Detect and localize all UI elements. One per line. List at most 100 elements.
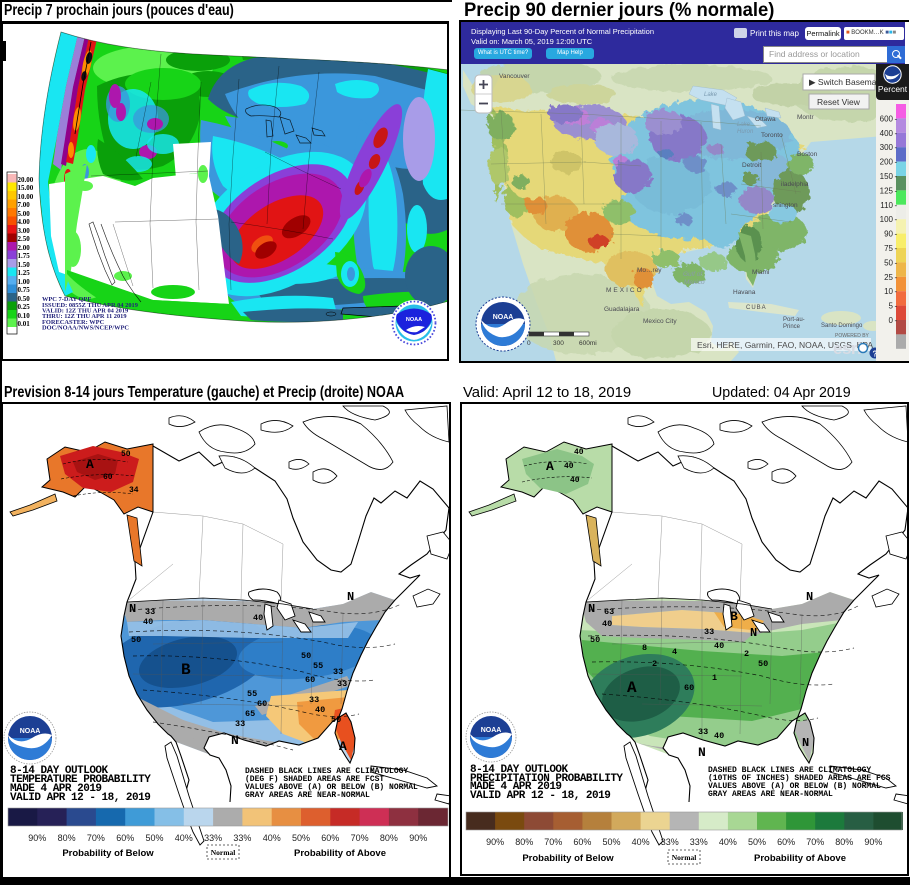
svg-text:33%: 33% bbox=[204, 833, 222, 843]
svg-text:60: 60 bbox=[305, 675, 315, 685]
svg-text:40%: 40% bbox=[175, 833, 193, 843]
svg-text:Miami: Miami bbox=[752, 269, 769, 276]
svg-text:Probability of Below: Probability of Below bbox=[62, 848, 154, 859]
svg-text:CUBA: CUBA bbox=[746, 305, 767, 311]
svg-text:DASHED BLACK LINES ARE CLIMATO: DASHED BLACK LINES ARE CLIMATOLOGY bbox=[708, 766, 871, 775]
svg-text:MADE 4 APR 2019: MADE 4 APR 2019 bbox=[10, 783, 102, 795]
svg-text:-: - bbox=[895, 273, 898, 282]
svg-text:2.00: 2.00 bbox=[18, 244, 31, 252]
svg-text:N: N bbox=[806, 590, 813, 604]
svg-text:5: 5 bbox=[889, 302, 894, 311]
svg-text:GRAY AREAS ARE NEAR-NORMAL: GRAY AREAS ARE NEAR-NORMAL bbox=[708, 790, 833, 799]
svg-text:300: 300 bbox=[880, 143, 894, 152]
svg-text:40: 40 bbox=[564, 462, 574, 471]
svg-text:33: 33 bbox=[337, 679, 347, 689]
svg-text:(DEG F) SHADED AREAS ARE FCST: (DEG F) SHADED AREAS ARE FCST bbox=[245, 775, 384, 784]
svg-text:80%: 80% bbox=[58, 833, 76, 843]
svg-text:8-14 DAY OUTLOOK: 8-14 DAY OUTLOOK bbox=[10, 765, 109, 777]
svg-text:40: 40 bbox=[143, 617, 153, 627]
svg-text:VALUES ABOVE (A) OR BELOW (B): VALUES ABOVE (A) OR BELOW (B) NORMAL bbox=[708, 782, 881, 791]
svg-text:WPC 7-DAY QPF: WPC 7-DAY QPF bbox=[42, 296, 91, 303]
svg-text:-: - bbox=[895, 215, 898, 224]
svg-text:0.01: 0.01 bbox=[18, 320, 31, 328]
svg-text:N: N bbox=[802, 736, 809, 750]
svg-text:50%: 50% bbox=[145, 833, 163, 843]
svg-text:-: - bbox=[895, 302, 898, 311]
svg-text:VALID: 12Z THU APR 04 2019: VALID: 12Z THU APR 04 2019 bbox=[42, 308, 128, 315]
svg-text:Mexico City: Mexico City bbox=[643, 318, 677, 325]
svg-text:Probability of Above: Probability of Above bbox=[294, 848, 386, 859]
svg-text:POWERED BY: POWERED BY bbox=[835, 333, 870, 339]
svg-text:0.75: 0.75 bbox=[18, 286, 31, 294]
svg-text:A: A bbox=[546, 459, 554, 474]
svg-text:25: 25 bbox=[884, 273, 893, 282]
svg-text:A: A bbox=[627, 679, 637, 697]
svg-text:esri: esri bbox=[833, 339, 861, 358]
svg-text:80%: 80% bbox=[515, 837, 533, 847]
svg-text:NOAA: NOAA bbox=[20, 728, 41, 735]
svg-text:VALID APR 12 - 18, 2019: VALID APR 12 - 18, 2019 bbox=[10, 792, 150, 804]
svg-text:DOC/NOAA/NWS/NCEP/WPC: DOC/NOAA/NWS/NCEP/WPC bbox=[42, 324, 129, 331]
svg-text:50%: 50% bbox=[292, 833, 310, 843]
svg-text:10.00: 10.00 bbox=[18, 193, 34, 201]
svg-text:Port-au-: Port-au- bbox=[783, 317, 805, 323]
svg-text:3.00: 3.00 bbox=[18, 227, 31, 235]
svg-text:50: 50 bbox=[331, 715, 341, 725]
svg-text:33%: 33% bbox=[690, 837, 708, 847]
svg-text:NOAA: NOAA bbox=[481, 727, 502, 734]
svg-text:100: 100 bbox=[880, 215, 894, 224]
svg-text:Mexico: Mexico bbox=[684, 279, 705, 286]
svg-text:-: - bbox=[895, 129, 898, 138]
svg-text:50: 50 bbox=[884, 258, 893, 267]
svg-text:Mo…rey: Mo…rey bbox=[637, 267, 662, 274]
svg-text:40%: 40% bbox=[263, 833, 281, 843]
svg-text:(10THS OF INCHES) SHADED AREAS: (10THS OF INCHES) SHADED AREAS ARE FCS bbox=[708, 774, 891, 783]
svg-text:50: 50 bbox=[121, 450, 131, 459]
svg-text:1.25: 1.25 bbox=[18, 269, 31, 277]
svg-text:Vancouver: Vancouver bbox=[499, 73, 530, 80]
svg-text:Boston: Boston bbox=[797, 151, 818, 158]
svg-text:B: B bbox=[181, 661, 191, 679]
svg-text:1.00: 1.00 bbox=[18, 278, 31, 286]
svg-text:7.00: 7.00 bbox=[18, 201, 31, 209]
svg-text:40: 40 bbox=[570, 476, 580, 485]
svg-text:80%: 80% bbox=[835, 837, 853, 847]
svg-text:-: - bbox=[895, 186, 898, 195]
svg-text:33: 33 bbox=[333, 667, 343, 677]
svg-text:-: - bbox=[895, 172, 898, 181]
svg-text:NOAA: NOAA bbox=[406, 317, 422, 323]
svg-text:90%: 90% bbox=[409, 833, 427, 843]
svg-text:Ottawa: Ottawa bbox=[755, 116, 776, 123]
svg-text:-: - bbox=[895, 201, 898, 210]
svg-text:50: 50 bbox=[131, 635, 141, 645]
svg-text:40: 40 bbox=[602, 619, 612, 629]
svg-text:-: - bbox=[895, 316, 898, 325]
svg-text:90%: 90% bbox=[486, 837, 504, 847]
svg-text:8-14 DAY OUTLOOK: 8-14 DAY OUTLOOK bbox=[470, 764, 569, 776]
svg-text:8: 8 bbox=[642, 643, 647, 653]
svg-text:Guadalajara: Guadalajara bbox=[604, 306, 640, 313]
svg-text:0.25: 0.25 bbox=[18, 303, 31, 311]
svg-text:Havana: Havana bbox=[733, 289, 756, 296]
svg-text:40%: 40% bbox=[632, 837, 650, 847]
svg-text:60%: 60% bbox=[321, 833, 339, 843]
svg-text:20.00: 20.00 bbox=[18, 176, 34, 184]
svg-text:shington: shington bbox=[773, 202, 798, 209]
svg-text:400: 400 bbox=[880, 129, 894, 138]
svg-text:Esri, HERE, Garmin, FAO, NOAA,: Esri, HERE, Garmin, FAO, NOAA, USGS, EPA bbox=[697, 340, 873, 350]
svg-text:33%: 33% bbox=[661, 837, 679, 847]
svg-text:0.50: 0.50 bbox=[18, 295, 31, 303]
svg-text:55: 55 bbox=[313, 661, 323, 671]
svg-text:N: N bbox=[588, 602, 595, 616]
svg-text:1.75: 1.75 bbox=[18, 252, 31, 260]
svg-text:Prince: Prince bbox=[783, 324, 801, 330]
svg-text:40: 40 bbox=[714, 641, 724, 651]
svg-text:MADE 4 APR 2019: MADE 4 APR 2019 bbox=[470, 781, 562, 793]
svg-text:50%: 50% bbox=[748, 837, 766, 847]
svg-text:VALID APR 12 - 18, 2019: VALID APR 12 - 18, 2019 bbox=[470, 790, 610, 802]
svg-text:PRECIPITATION PROBABILITY: PRECIPITATION PROBABILITY bbox=[470, 773, 623, 785]
svg-text:90%: 90% bbox=[28, 833, 46, 843]
svg-text:200: 200 bbox=[880, 158, 894, 167]
svg-text:50%: 50% bbox=[602, 837, 620, 847]
svg-text:2.50: 2.50 bbox=[18, 235, 31, 243]
